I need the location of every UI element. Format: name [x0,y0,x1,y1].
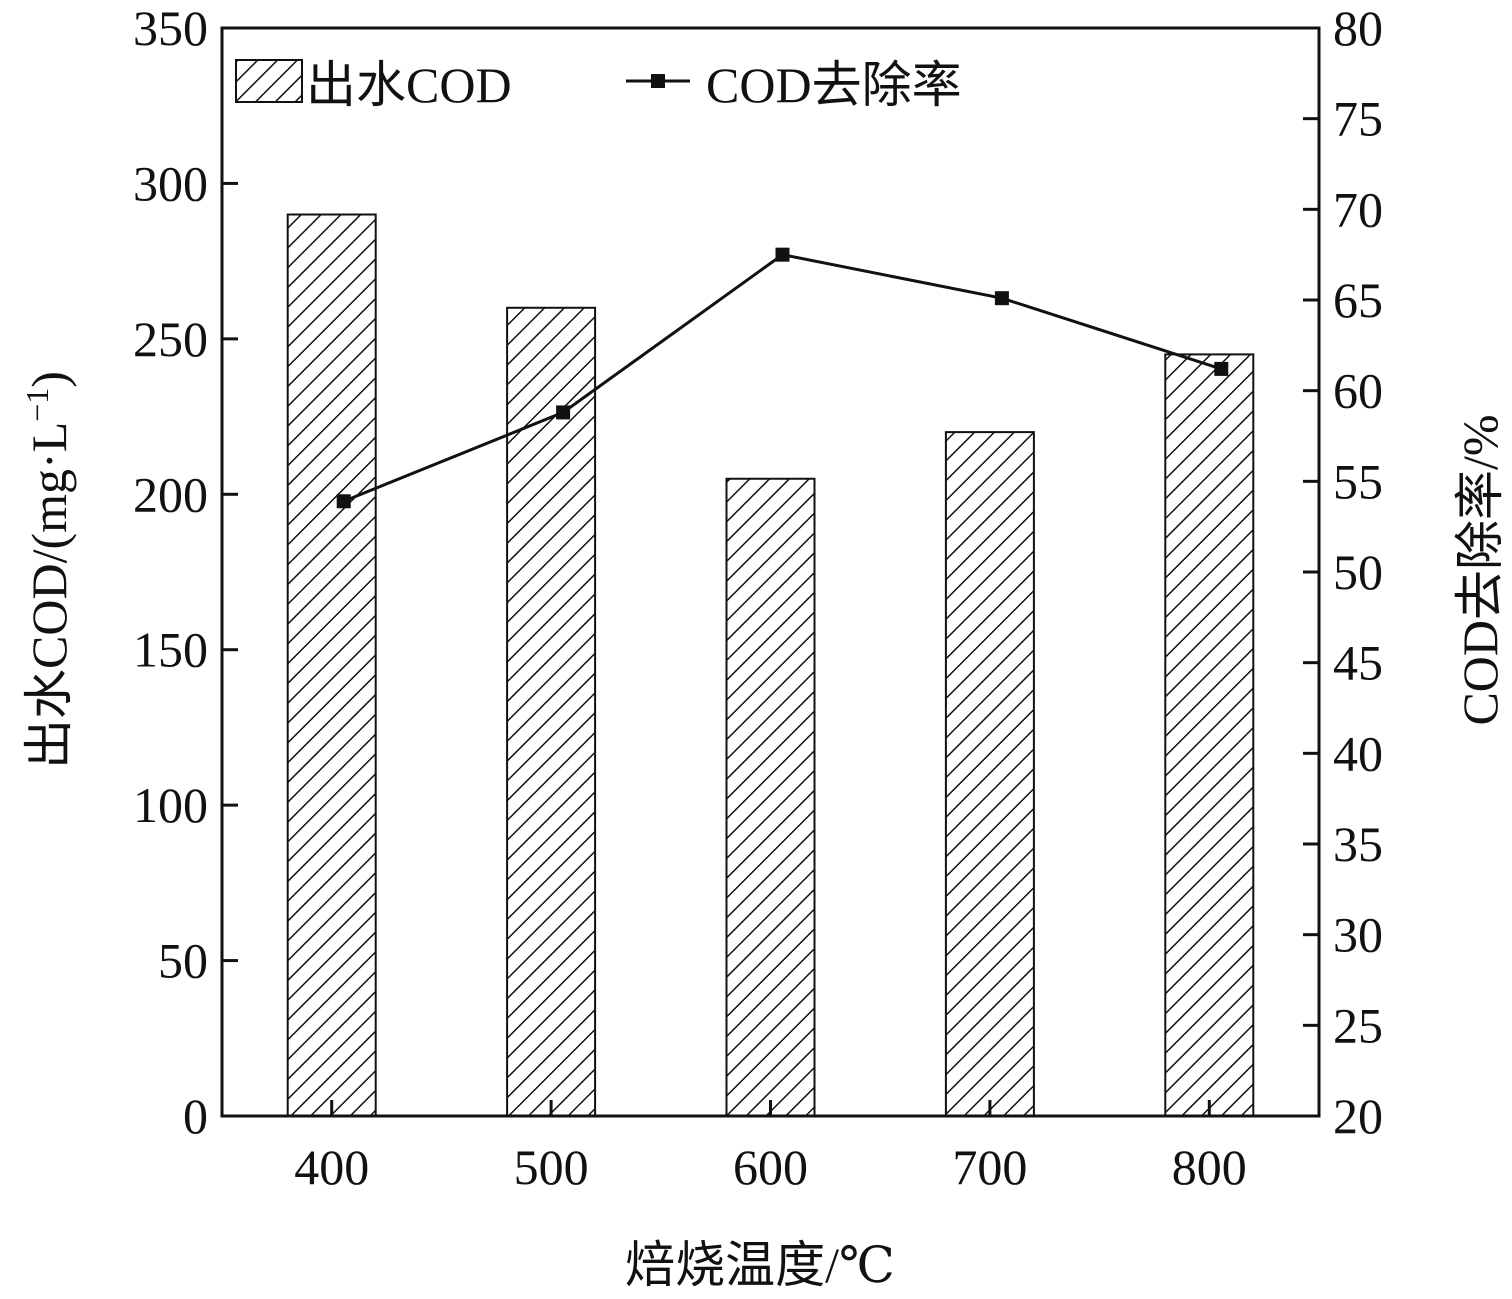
bar [944,431,1035,1118]
left-axis-ticks: 0 50 100 150 200 250 300 350 [133,0,238,1144]
line-marker [775,247,790,262]
left-axis-label-sup: −1 [19,388,55,422]
left-tick-label: 100 [133,777,208,833]
right-tick-label: 25 [1333,997,1383,1053]
right-tick-label: 50 [1333,544,1383,600]
legend-bar-swatch [235,59,303,103]
bar [725,477,816,1117]
left-axis-label-close: ) [21,371,77,388]
legend: 出水COD COD去除率 [235,57,962,113]
right-tick-label: 45 [1333,635,1383,691]
bars-layer [286,213,1255,1118]
line-layer [336,247,1229,509]
right-tick-label: 40 [1333,725,1383,781]
legend-line-label: COD去除率 [706,57,962,113]
line-marker [336,494,351,509]
left-tick-label: 0 [183,1088,208,1144]
line-marker [556,405,571,420]
left-tick-label: 150 [133,622,208,678]
right-tick-label: 75 [1333,91,1383,147]
left-tick-label: 250 [133,311,208,367]
x-tick-label: 400 [294,1139,369,1195]
right-axis-ticks: 20 25 30 35 40 45 50 55 60 65 70 75 80 [1303,0,1383,1144]
left-tick-label: 300 [133,155,208,211]
series-line [343,253,1222,503]
legend-bar-label: 出水COD [306,57,512,113]
x-tick-label: 700 [952,1139,1027,1195]
right-tick-label: 35 [1333,816,1383,872]
x-tick-label: 600 [733,1139,808,1195]
left-tick-label: 50 [158,933,208,989]
right-tick-label: 70 [1333,181,1383,237]
left-tick-label: 350 [133,0,208,56]
right-tick-label: 80 [1333,0,1383,56]
legend-line-marker [651,74,665,88]
x-axis-label: 焙烧温度/℃ [625,1237,895,1293]
right-tick-label: 30 [1333,907,1383,963]
x-tick-label: 500 [514,1139,589,1195]
left-tick-label: 200 [133,466,208,522]
line-marker [994,291,1009,306]
right-tick-label: 55 [1333,453,1383,509]
x-tick-label: 800 [1172,1139,1247,1195]
left-axis-label: 出水COD/(mg·L−1) [19,371,77,769]
bar [506,306,597,1117]
x-axis-ticks: 400 500 600 700 800 [294,1100,1247,1195]
right-tick-label: 65 [1333,272,1383,328]
right-tick-label: 60 [1333,363,1383,419]
bar [286,213,377,1117]
bar [1164,353,1255,1117]
right-tick-label: 20 [1333,1088,1383,1144]
right-axis-label: COD去除率/% [1452,414,1508,725]
line-marker [1214,361,1229,376]
left-axis-label-main: 出水COD/(mg·L [21,422,77,769]
